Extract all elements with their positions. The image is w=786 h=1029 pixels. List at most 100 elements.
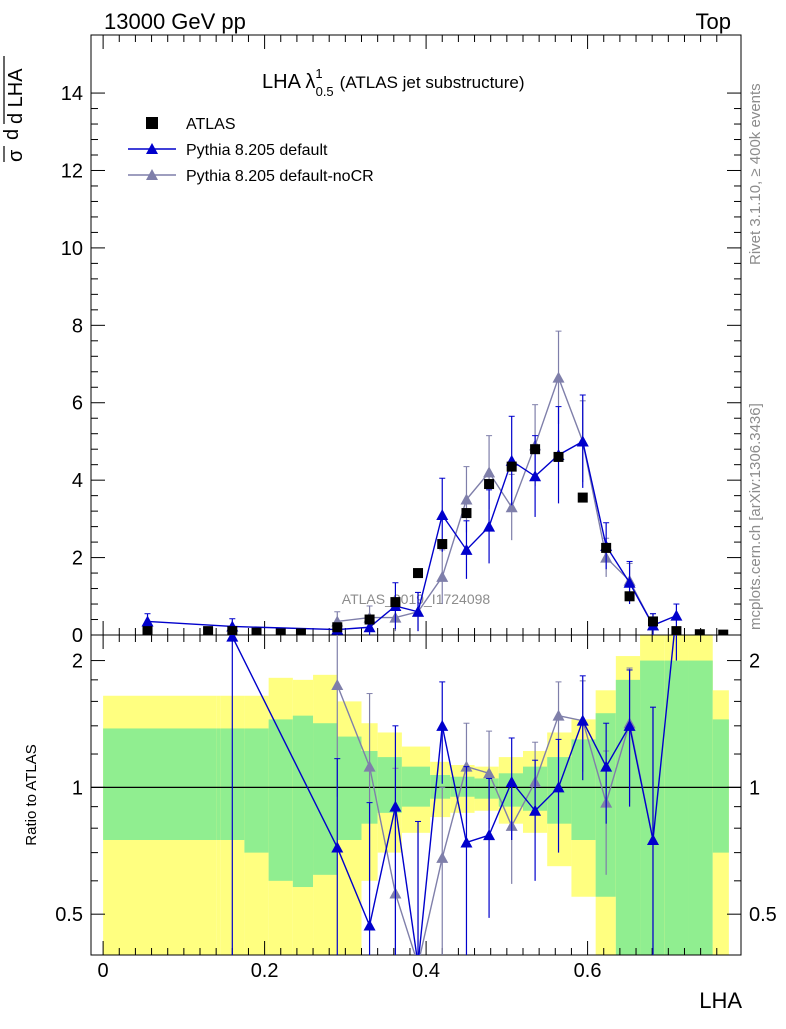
default-ratio-point — [505, 775, 518, 787]
analysis-watermark: ATLAS_2019_I1724098 — [342, 591, 491, 607]
default-point — [460, 543, 473, 555]
ratio-ytick-label-right: 2 — [749, 651, 760, 673]
atlas-point — [553, 451, 564, 462]
ratio-xtick-label: 0 — [98, 960, 109, 982]
legend-marker-default — [146, 143, 158, 154]
atlas-point — [227, 626, 238, 635]
band-inner — [401, 766, 431, 807]
atlas-point — [275, 628, 286, 635]
band-inner — [571, 739, 596, 841]
atlas-point — [461, 508, 472, 519]
nocr-ratio-point — [483, 767, 496, 779]
ratio-ytick-label: 0.5 — [55, 904, 83, 926]
legend: ATLAS Pythia 8.205 default Pythia 8.205 … — [128, 116, 374, 185]
atlas-point — [413, 568, 424, 579]
default-point — [141, 615, 154, 627]
atlas-point — [364, 614, 375, 625]
atlas-point — [671, 626, 682, 635]
atlas-point — [718, 629, 729, 635]
default-ratio-point — [460, 836, 473, 848]
nocr-ratio-point — [436, 851, 449, 863]
main-ytick-label: 2 — [72, 548, 83, 570]
default-ratio-point — [226, 635, 239, 642]
atlas-point — [203, 626, 214, 635]
ratio-ytick-label-right: 1 — [749, 777, 760, 799]
atlas-point — [390, 597, 401, 608]
rivet-note: Rivet 3.1.10, ≥ 400k events — [747, 83, 764, 265]
main-y-axis-label: 1 σ d dσ d LHA — [0, 56, 27, 162]
default-point — [670, 609, 683, 621]
band-inner — [268, 719, 293, 881]
nocr-ratio-point — [363, 760, 376, 772]
ratio-xtick-label: 0.6 — [574, 960, 602, 982]
ylabel-dsigma: dσ — [0, 98, 5, 122]
ratio-ytick-label: 1 — [72, 777, 83, 799]
nocr-point — [552, 371, 565, 383]
legend-marker-nocr — [146, 169, 158, 180]
chart-title: LHA λ1 0.5 (ATLAS jet substructure) — [262, 66, 525, 99]
nocr-point — [460, 493, 473, 505]
atlas-point — [530, 444, 541, 455]
atlas-point — [577, 492, 588, 503]
nocr-point — [505, 501, 518, 513]
ylabel-dlha: d LHA — [5, 68, 27, 124]
main-series-layer — [141, 330, 729, 635]
atlas-point — [142, 626, 153, 635]
default-ratio-point — [576, 714, 589, 726]
atlas-point — [332, 622, 343, 633]
ratio-xtick-label: 0.2 — [251, 960, 279, 982]
default-ratio-point — [646, 834, 659, 846]
atlas-point — [647, 616, 658, 627]
default-point — [529, 470, 542, 482]
ratio-ytick-label-right: 0.5 — [749, 904, 777, 926]
atlas-point — [295, 628, 306, 635]
main-ytick-label: 0 — [72, 625, 83, 647]
default-ratio-point — [552, 781, 565, 793]
mcplots-note: mcplots.cern.ch [arXiv:1306.3436] — [747, 403, 764, 630]
legend-label-atlas: ATLAS — [186, 116, 236, 133]
main-ytick-label: 8 — [72, 315, 83, 337]
chart-title-sub: 0.5 — [316, 84, 334, 99]
band-inner — [244, 728, 269, 853]
legend-label-nocr: Pythia 8.205 default-noCR — [186, 168, 374, 185]
atlas-point — [601, 542, 612, 553]
band-inner — [640, 660, 665, 955]
band-inner — [377, 757, 402, 813]
default-ratio-point — [331, 841, 344, 853]
legend-label-default: Pythia 8.205 default — [186, 142, 328, 159]
x-axis-label: LHA — [699, 988, 742, 1013]
default-ratio-point — [363, 919, 376, 931]
atlas-point — [506, 461, 517, 472]
band-inner — [216, 728, 221, 841]
ratio-y-axis-label: Ratio to ATLAS — [23, 744, 40, 845]
nocr-point — [436, 570, 449, 582]
atlas-point — [437, 539, 448, 550]
main-ytick-label: 10 — [61, 238, 83, 260]
nocr-ratio-point — [552, 709, 565, 721]
default-ratio-point — [483, 829, 496, 841]
atlas-point — [484, 479, 495, 490]
header-energy-label: 13000 GeV pp — [104, 9, 246, 34]
nocr-line — [337, 375, 654, 626]
default-point — [412, 605, 425, 617]
default-ratio-point — [623, 719, 636, 731]
main-ytick-label: 4 — [72, 470, 83, 492]
ratio-xtick-label: 0.4 — [412, 960, 440, 982]
default-point — [576, 435, 589, 447]
atlas-point — [251, 627, 262, 635]
nocr-point — [483, 466, 496, 478]
default-ratio-point — [529, 804, 542, 816]
nocr-ratio-line — [336, 684, 654, 955]
main-ytick-label: 14 — [61, 83, 83, 105]
default-point — [483, 520, 496, 532]
ratio-ytick-label: 2 — [72, 651, 83, 673]
nocr-ratio-point — [331, 678, 344, 690]
chart-title-sup: 1 — [315, 66, 322, 81]
header-process-label: Top — [696, 9, 731, 34]
chart-title-rest: (ATLAS jet substructure) — [340, 73, 525, 92]
main-ytick-label: 6 — [72, 393, 83, 415]
default-point — [363, 621, 376, 633]
